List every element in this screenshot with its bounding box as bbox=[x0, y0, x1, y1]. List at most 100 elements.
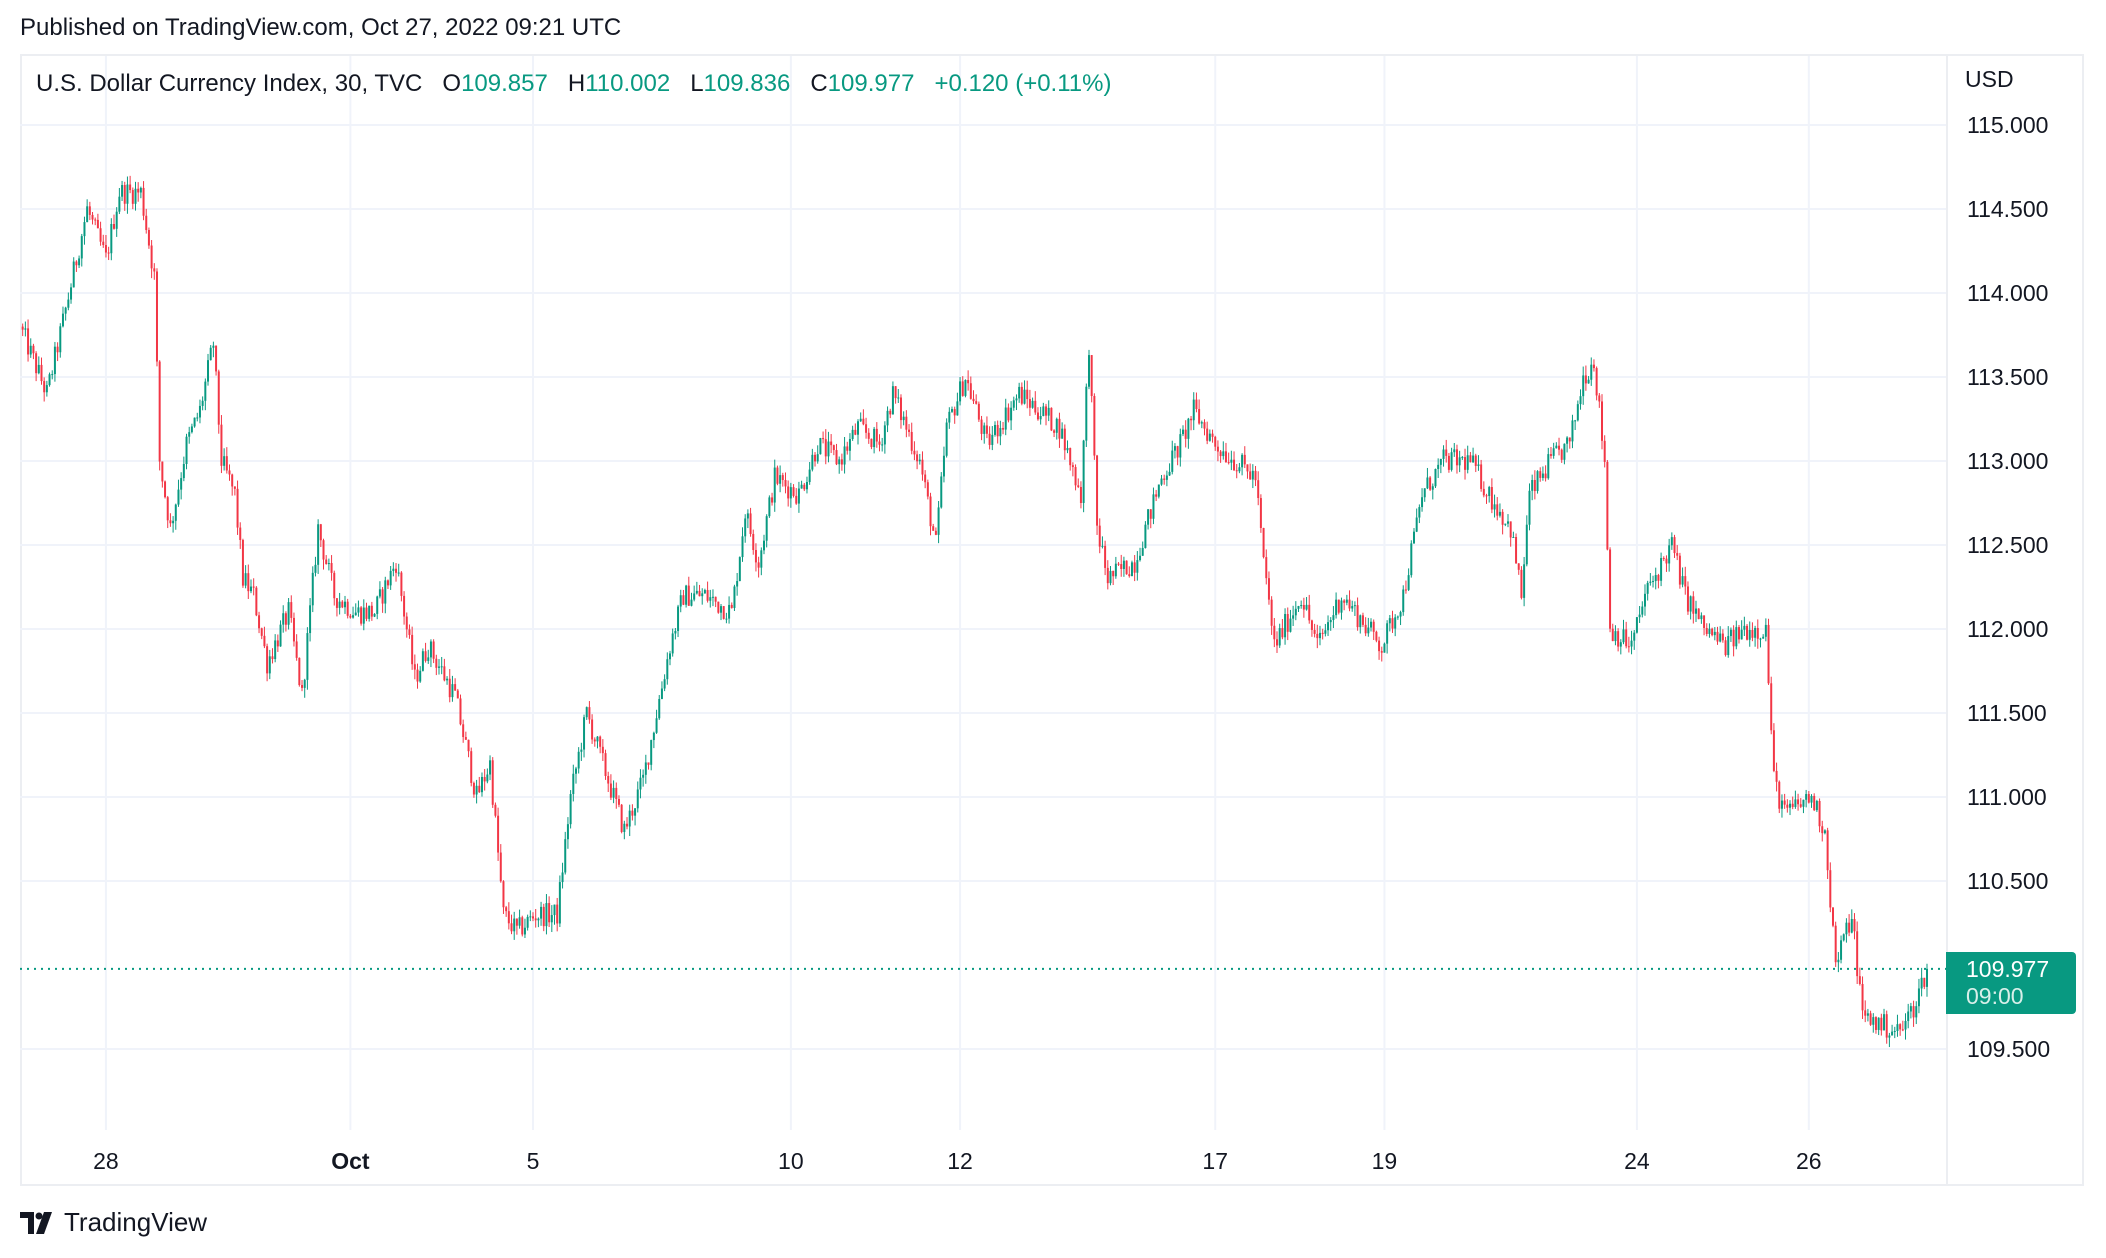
candle-body bbox=[61, 313, 64, 327]
candle-body bbox=[1173, 446, 1176, 451]
candle-body bbox=[1767, 624, 1770, 684]
candle-body bbox=[1455, 449, 1458, 466]
candle-body bbox=[1222, 451, 1225, 457]
candle-body bbox=[784, 479, 787, 487]
candle-body bbox=[1512, 537, 1515, 539]
candle-body bbox=[634, 808, 637, 816]
candle-body bbox=[1434, 468, 1437, 487]
candle-body bbox=[1168, 471, 1171, 476]
candle-body bbox=[1493, 504, 1496, 510]
low-label: L bbox=[690, 70, 704, 97]
candle-body bbox=[1216, 446, 1219, 452]
candle-body bbox=[1396, 616, 1399, 618]
candle-body bbox=[1678, 555, 1681, 585]
candle-body bbox=[905, 416, 908, 430]
candle-body bbox=[596, 736, 599, 742]
candle-body bbox=[1490, 487, 1493, 510]
candle-body bbox=[1085, 386, 1088, 441]
candle-body bbox=[757, 562, 760, 568]
candle-body bbox=[1270, 599, 1273, 626]
candle-body bbox=[1179, 434, 1182, 458]
candle-body bbox=[499, 852, 502, 882]
candle-body bbox=[1686, 586, 1689, 612]
last-price-time: 09:00 bbox=[1966, 983, 2024, 1009]
candle-body bbox=[744, 518, 747, 537]
candle-body bbox=[1340, 600, 1343, 613]
candle-body bbox=[1109, 570, 1112, 584]
candle-body bbox=[1482, 488, 1485, 496]
candle-body bbox=[908, 429, 911, 432]
candle-body bbox=[1622, 629, 1625, 643]
candle-body bbox=[725, 618, 728, 620]
candle-body bbox=[1831, 907, 1834, 926]
candle-body bbox=[1641, 606, 1644, 615]
candle-body bbox=[292, 617, 295, 642]
candle-body bbox=[1751, 629, 1754, 638]
tradingview-logo[interactable]: TradingView bbox=[20, 1207, 207, 1238]
candle-body bbox=[668, 653, 671, 660]
candle-body bbox=[942, 455, 945, 477]
candle-body bbox=[677, 606, 680, 631]
candle-body bbox=[1520, 569, 1523, 598]
candle-body bbox=[814, 454, 817, 462]
candle-body bbox=[1136, 560, 1139, 573]
candle-body bbox=[1241, 454, 1244, 468]
candle-body bbox=[1566, 437, 1569, 444]
candle-body bbox=[51, 374, 54, 376]
candle-body bbox=[1729, 629, 1732, 637]
candle-body bbox=[816, 454, 819, 462]
candle-body bbox=[1421, 497, 1424, 508]
candle-body bbox=[985, 425, 988, 434]
candle-body bbox=[1163, 478, 1166, 480]
candle-body bbox=[540, 906, 543, 919]
candle-body bbox=[376, 596, 379, 614]
candle-body bbox=[1370, 621, 1373, 628]
candle-body bbox=[1619, 642, 1622, 647]
candle-body bbox=[1090, 355, 1093, 396]
candle-body bbox=[1375, 631, 1378, 641]
candle-body bbox=[1273, 625, 1276, 640]
candle-body bbox=[679, 595, 682, 607]
candle-body bbox=[558, 882, 561, 924]
candle-body bbox=[762, 540, 765, 551]
candle-body bbox=[580, 749, 583, 752]
candle-body bbox=[883, 425, 886, 445]
candle-body bbox=[1461, 457, 1464, 459]
candle-body bbox=[1746, 625, 1749, 640]
candle-body bbox=[1367, 627, 1370, 634]
candle-body bbox=[1587, 379, 1590, 384]
candle-body bbox=[443, 666, 446, 681]
candle-body bbox=[1815, 800, 1818, 811]
candle-body bbox=[1101, 545, 1104, 547]
candle-body bbox=[631, 810, 634, 816]
candle-body bbox=[1203, 422, 1206, 429]
candle-body bbox=[1364, 624, 1367, 634]
candle-body bbox=[1756, 627, 1759, 639]
candle-body bbox=[494, 804, 497, 816]
candle-body bbox=[972, 398, 975, 402]
candle-body bbox=[75, 261, 78, 266]
candle-body bbox=[577, 751, 580, 769]
candle-body bbox=[532, 916, 535, 919]
candle-body bbox=[311, 572, 314, 606]
candle-body bbox=[1695, 608, 1698, 614]
candle-body bbox=[32, 345, 35, 354]
candle-body bbox=[881, 444, 884, 446]
candle-body bbox=[1458, 457, 1461, 466]
candle-body bbox=[505, 907, 508, 912]
candle-body bbox=[317, 524, 320, 565]
candle-body bbox=[1155, 494, 1158, 497]
candle-body bbox=[1439, 458, 1442, 465]
candle-body bbox=[1004, 407, 1007, 430]
candle-body bbox=[45, 385, 48, 393]
candle-body bbox=[1305, 604, 1308, 610]
candle-body bbox=[1292, 615, 1295, 619]
candle-body bbox=[1891, 1031, 1894, 1036]
candle-body bbox=[158, 361, 161, 462]
candle-body bbox=[139, 187, 142, 193]
candle-body bbox=[897, 397, 900, 399]
candle-body bbox=[585, 707, 588, 718]
candle-body bbox=[781, 475, 784, 480]
candle-body bbox=[1837, 959, 1840, 963]
